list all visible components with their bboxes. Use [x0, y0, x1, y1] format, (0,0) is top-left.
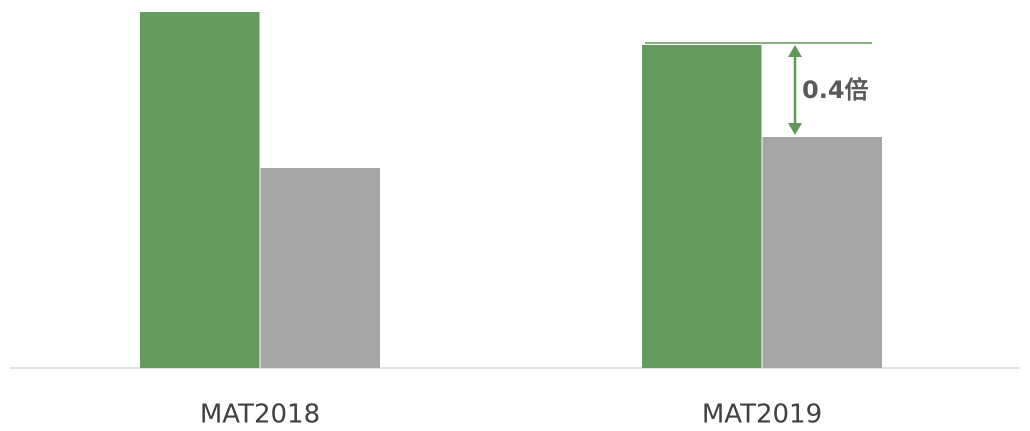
bar: [140, 12, 260, 368]
bar: [762, 137, 882, 368]
arrow-head: [788, 123, 802, 135]
annotation: 0.4倍: [802, 76, 869, 104]
arrow-head: [788, 45, 802, 57]
x-tick-label: MAT2019: [702, 400, 822, 430]
x-tick-label: MAT2018: [200, 400, 320, 430]
bar: [260, 168, 380, 368]
bar: [642, 45, 762, 368]
